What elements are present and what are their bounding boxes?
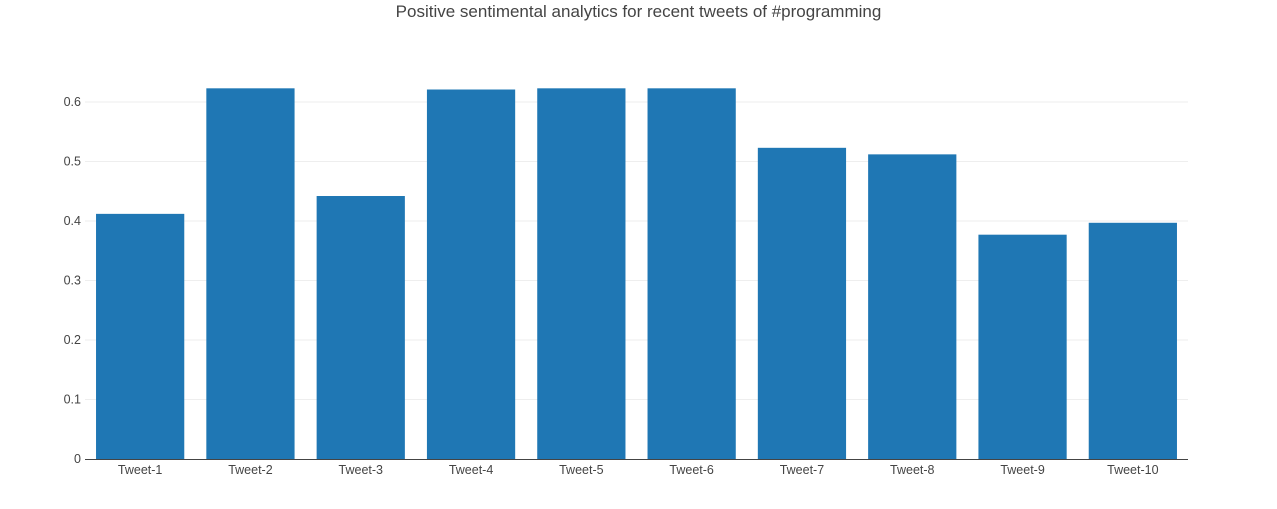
x-tick-label: Tweet-5 [559,463,604,477]
y-tick-label: 0.2 [64,333,81,347]
x-tick-label: Tweet-7 [780,463,825,477]
bar [206,88,295,459]
y-tick-label: 0.3 [64,274,81,288]
bar [316,196,405,459]
y-tick-label: 0.6 [64,95,81,109]
bar [96,213,185,459]
x-tick-label: Tweet-10 [1107,463,1158,477]
x-tick-label: Tweet-2 [228,463,273,477]
y-tick-label: 0.5 [64,155,81,169]
y-tick-label: 0 [74,452,81,466]
chart-title: Positive sentimental analytics for recen… [395,2,882,21]
x-tick-label: Tweet-4 [449,463,494,477]
x-tick-label: Tweet-8 [890,463,935,477]
x-tick-label: Tweet-1 [118,463,163,477]
bar [757,147,847,459]
y-tick-label: 0.4 [64,214,81,228]
bar [978,234,1067,459]
bar [1088,222,1177,459]
bar [426,89,516,459]
tick-labels: 0 0.1 0.2 0.3 0.4 0.5 0.6 Tweet-1 Tweet-2 Tweet-3… [64,95,1159,477]
bars [96,88,1177,460]
x-tick-label: Tweet-3 [339,463,384,477]
bar [868,154,957,460]
x-tick-label: Tweet-9 [1000,463,1045,477]
x-tick-label: Tweet-6 [669,463,714,477]
bar [537,88,626,459]
bar [647,88,736,459]
y-tick-label: 0.1 [64,393,81,407]
